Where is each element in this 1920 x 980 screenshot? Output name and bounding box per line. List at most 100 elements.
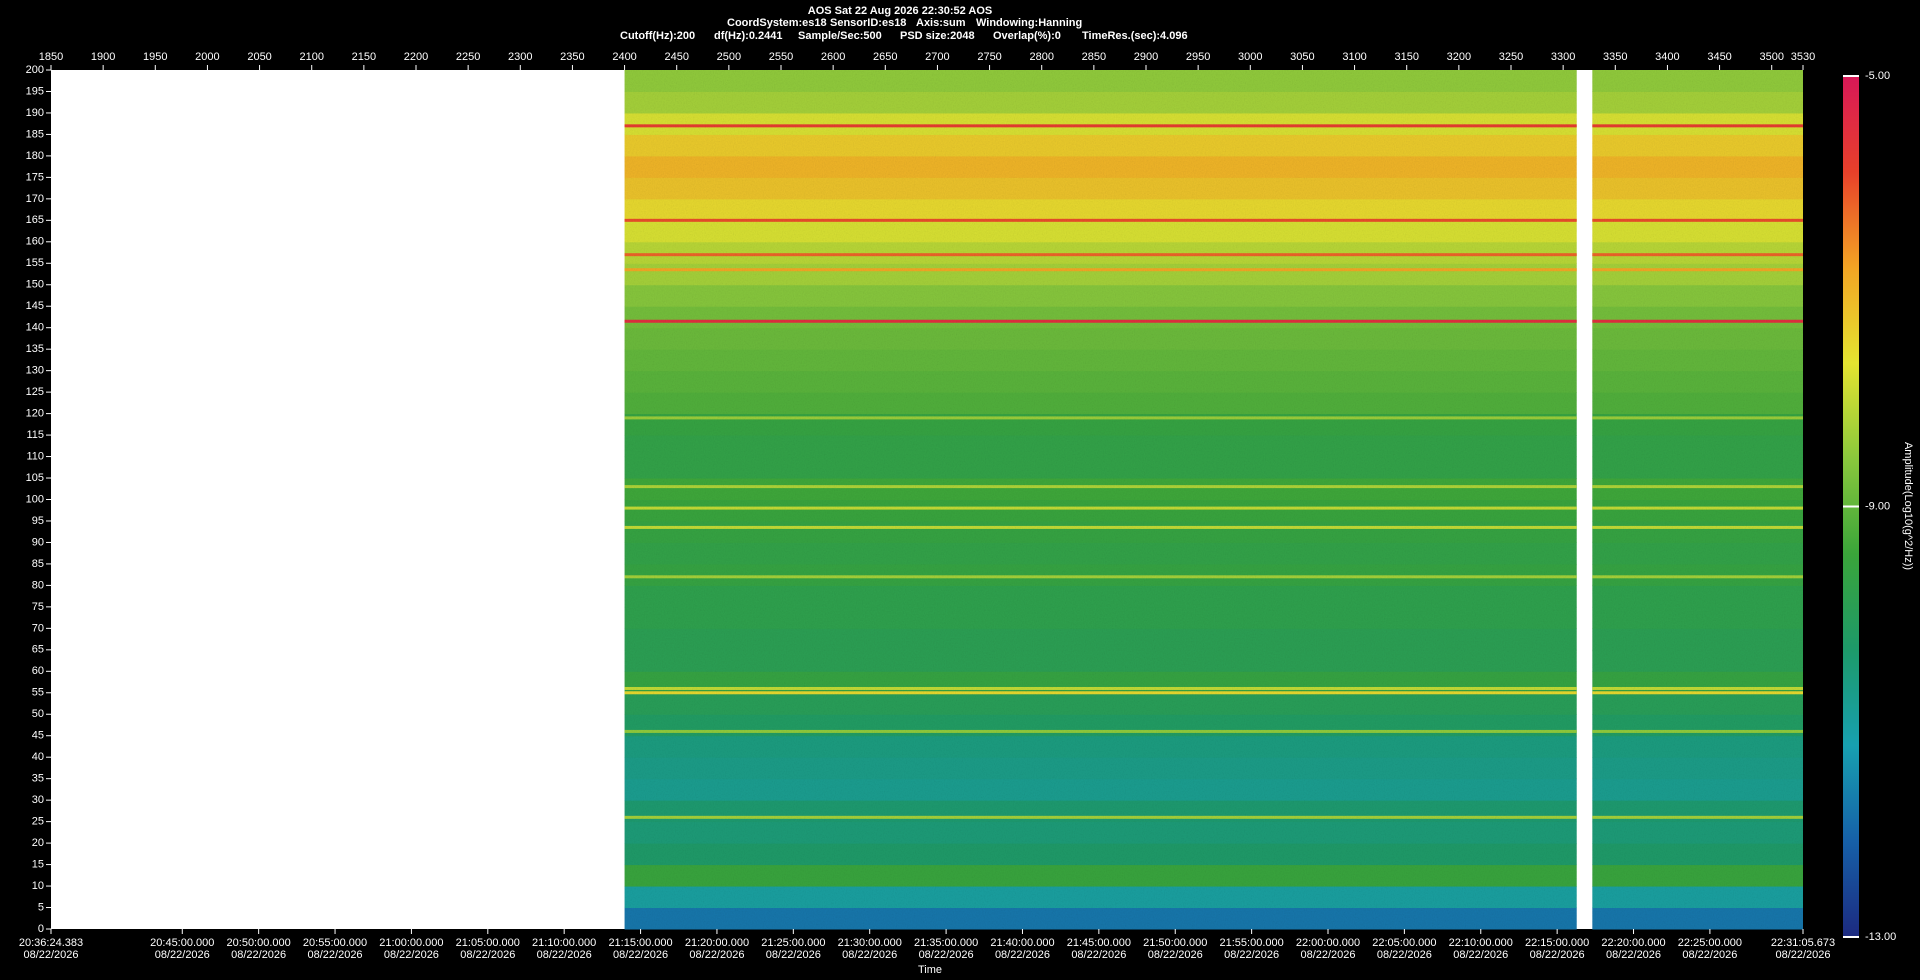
- date-label: 08/22/2026: [1300, 949, 1355, 961]
- y-tick-label: 115: [26, 429, 44, 441]
- x-tick-label: 2800: [1029, 51, 1053, 63]
- noise-texture: [624, 70, 1577, 929]
- x-tick-label: 2700: [925, 51, 949, 63]
- date-label: 08/22/2026: [842, 949, 897, 961]
- time-tick-label: 21:10:00.000: [532, 937, 596, 949]
- date-label: 08/22/2026: [1775, 949, 1830, 961]
- y-tick-label: 50: [32, 708, 44, 720]
- info-text: Axis:sum: [916, 17, 966, 29]
- date-label: 08/22/2026: [1071, 949, 1126, 961]
- date-label: 08/22/2026: [919, 949, 974, 961]
- x-tick-label: 2750: [977, 51, 1001, 63]
- x-tick-label: 2450: [664, 51, 688, 63]
- time-tick-label: 21:35:00.000: [914, 937, 978, 949]
- time-tick-label: 21:45:00.000: [1067, 937, 1131, 949]
- y-tick-label: 20: [32, 837, 44, 849]
- time-tick-label: 21:50:00.000: [1143, 937, 1207, 949]
- y-tick-label: 135: [26, 343, 44, 355]
- y-tick-label: 5: [38, 901, 44, 913]
- info-text: Sample/Sec:500: [798, 30, 882, 42]
- x-tick-label: 1950: [143, 51, 167, 63]
- date-label: 08/22/2026: [1606, 949, 1661, 961]
- y-tick-label: 160: [26, 236, 44, 248]
- time-tick-label: 21:40:00.000: [990, 937, 1054, 949]
- x-tick-label: 2400: [612, 51, 636, 63]
- x-tick-label: 3100: [1342, 51, 1366, 63]
- x-tick-label: 3250: [1499, 51, 1523, 63]
- time-tick-label: 22:20:00.000: [1601, 937, 1665, 949]
- x-tick-label: 3000: [1238, 51, 1262, 63]
- x-tick-label: 2600: [821, 51, 845, 63]
- date-label: 08/22/2026: [1377, 949, 1432, 961]
- info-text: df(Hz):0.2441: [714, 30, 782, 42]
- time-tick-label: 22:00:00.000: [1296, 937, 1360, 949]
- y-tick-label: 70: [32, 622, 44, 634]
- date-label: 08/22/2026: [1530, 949, 1585, 961]
- time-tick-label: 22:15:00.000: [1525, 937, 1589, 949]
- time-tick-label: 22:31:05.673: [1771, 937, 1835, 949]
- y-tick-label: 65: [32, 644, 44, 656]
- y-tick-label: 120: [26, 408, 44, 420]
- x-tick-label: 2100: [299, 51, 323, 63]
- x-tick-label: 1850: [39, 51, 63, 63]
- y-tick-label: 85: [32, 558, 44, 570]
- x-tick-label: 3350: [1603, 51, 1627, 63]
- x-tick-label: 2900: [1134, 51, 1158, 63]
- date-label: 08/22/2026: [689, 949, 744, 961]
- date-label: 08/22/2026: [308, 949, 363, 961]
- date-label: 08/22/2026: [995, 949, 1050, 961]
- colorbar-tick-label: -13.00: [1865, 931, 1896, 943]
- y-tick-label: 140: [26, 322, 44, 334]
- x-tick-label: 3300: [1551, 51, 1575, 63]
- x-tick-label: 3530: [1791, 51, 1815, 63]
- time-tick-label: 21:00:00.000: [379, 937, 443, 949]
- y-tick-label: 30: [32, 794, 44, 806]
- x-tick-label: 2550: [769, 51, 793, 63]
- colorbar-label: Amplitude(Log10(g^2/Hz)): [1902, 442, 1914, 570]
- y-tick-label: 190: [26, 107, 44, 119]
- info-text: TimeRes.(sec):4.096: [1082, 30, 1188, 42]
- info-text: Overlap(%):0: [993, 30, 1061, 42]
- y-tick-label: 165: [26, 214, 44, 226]
- x-tick-label: 3200: [1447, 51, 1471, 63]
- date-label: 08/22/2026: [1453, 949, 1508, 961]
- y-tick-label: 75: [32, 601, 44, 613]
- x-tick-label: 2650: [873, 51, 897, 63]
- time-tick-label: 21:05:00.000: [456, 937, 520, 949]
- y-tick-label: 175: [26, 171, 44, 183]
- date-label: 08/22/2026: [537, 949, 592, 961]
- y-tick-label: 180: [26, 150, 44, 162]
- colorbar-tick-label: -5.00: [1865, 70, 1890, 82]
- time-tick-label: 20:36:24.383: [19, 937, 83, 949]
- y-tick-label: 110: [26, 450, 44, 462]
- y-tick-label: 95: [32, 515, 44, 527]
- y-tick-label: 125: [26, 386, 44, 398]
- date-label: 08/22/2026: [460, 949, 515, 961]
- info-text: Windowing:Hanning: [976, 17, 1082, 29]
- y-tick-label: 185: [26, 128, 44, 140]
- time-tick-label: 21:15:00.000: [608, 937, 672, 949]
- y-tick-label: 0: [38, 923, 44, 935]
- time-tick-label: 21:25:00.000: [761, 937, 825, 949]
- x-tick-label: 2500: [717, 51, 741, 63]
- time-tick-label: 20:55:00.000: [303, 937, 367, 949]
- x-tick-label: 2250: [456, 51, 480, 63]
- y-tick-label: 40: [32, 751, 44, 763]
- y-tick-label: 60: [32, 665, 44, 677]
- x-axis-label: Time: [918, 964, 942, 976]
- date-label: 08/22/2026: [231, 949, 286, 961]
- x-tick-label: 2850: [1082, 51, 1106, 63]
- date-label: 08/22/2026: [384, 949, 439, 961]
- time-tick-label: 22:10:00.000: [1449, 937, 1513, 949]
- y-tick-label: 105: [26, 472, 44, 484]
- y-tick-label: 200: [26, 64, 44, 76]
- x-tick-label: 2350: [560, 51, 584, 63]
- y-tick-label: 155: [26, 257, 44, 269]
- y-tick-label: 130: [26, 365, 44, 377]
- x-tick-label: 2000: [195, 51, 219, 63]
- time-tick-label: 21:30:00.000: [838, 937, 902, 949]
- info-text: SensorID:es18: [830, 17, 906, 29]
- y-tick-label: 145: [26, 300, 44, 312]
- date-label: 08/22/2026: [1148, 949, 1203, 961]
